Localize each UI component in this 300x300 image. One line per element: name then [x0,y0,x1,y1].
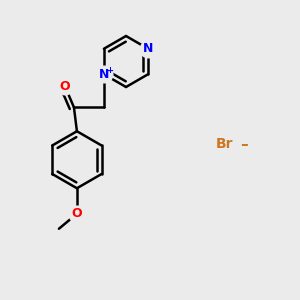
Text: O: O [72,207,82,220]
Text: Br: Br [216,137,233,151]
Text: N: N [143,42,153,55]
Text: –: – [240,136,248,152]
Text: O: O [60,80,70,93]
Text: +: + [106,66,113,75]
Text: N: N [99,68,109,81]
